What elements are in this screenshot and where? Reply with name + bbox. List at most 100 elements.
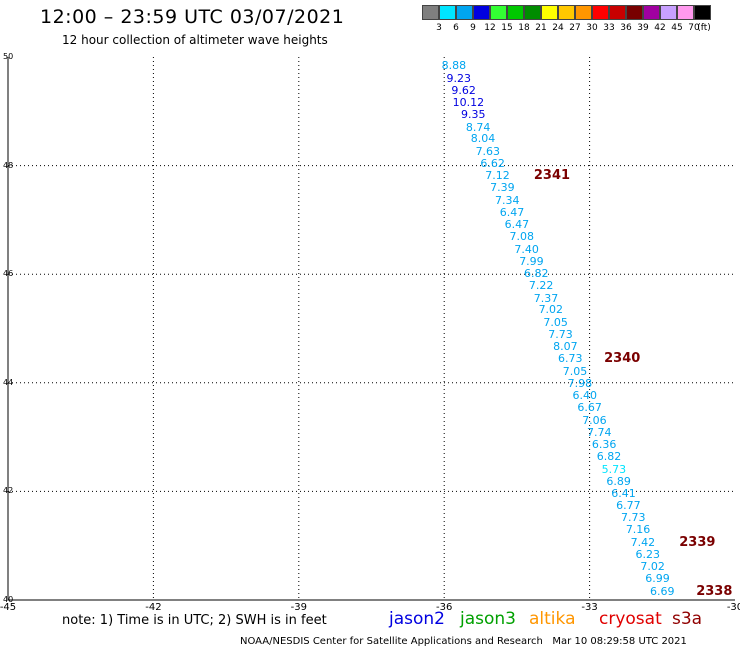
wave-height-label: 7.16	[625, 523, 651, 537]
wave-height-label: 7.42	[630, 535, 656, 549]
wave-height-label: 10.12	[452, 96, 485, 110]
legend-swatch	[660, 5, 677, 20]
legend-label: 30	[586, 23, 598, 33]
wave-height-label: 6.69	[650, 584, 675, 598]
footer-credit: NOAA/NESDIS Center for Satellite Applica…	[240, 636, 687, 647]
legend-label: 9	[470, 23, 476, 33]
wave-height-label: 6.36	[591, 438, 617, 452]
wave-height-label: 7.22	[528, 279, 554, 293]
satellite-name: cryosat	[599, 609, 662, 629]
lat-tick-label: 46	[3, 269, 14, 279]
legend-label: 45	[671, 23, 683, 33]
legend-swatch	[490, 5, 507, 20]
pass-number-label: 2339	[679, 534, 716, 550]
wave-height-label: 7.34	[494, 193, 520, 207]
legend-label: 3	[436, 23, 442, 33]
legend-swatch	[456, 5, 473, 20]
legend-swatch	[643, 5, 660, 20]
lat-tick-label: 50	[3, 52, 14, 61]
wave-height-label: 6.47	[499, 205, 525, 219]
legend-swatch	[439, 5, 456, 20]
wave-height-label: 7.39	[490, 181, 515, 195]
wave-height-label: 7.02	[640, 560, 665, 574]
wave-height-label: 9.62	[451, 83, 476, 97]
wave-height-label: 6.77	[616, 498, 641, 512]
wave-height-label: 7.73	[548, 327, 573, 341]
map-title: 12:00 – 23:59 UTC 03/07/2021	[40, 6, 345, 28]
legend-label: 18	[518, 23, 530, 33]
wave-height-label: 7.08	[509, 230, 534, 244]
legend-swatch	[592, 5, 609, 20]
wave-height-label: 8.88	[441, 59, 467, 73]
wave-height-label: 7.99	[519, 254, 544, 268]
wave-height-label: 8.04	[470, 132, 496, 146]
wave-height-label: 6.41	[611, 487, 636, 501]
wave-height-label: 6.82	[596, 450, 622, 464]
wave-height-label: 8.07	[553, 340, 578, 354]
legend-label: 70	[688, 23, 700, 33]
legend-swatch	[694, 5, 711, 20]
wave-height-label: 6.67	[577, 401, 602, 415]
legend-swatch	[524, 5, 541, 20]
wave-height-label: 6.89	[606, 474, 631, 488]
legend-swatch	[422, 5, 439, 20]
legend-label: 15	[501, 23, 513, 33]
wave-height-label: 7.06	[582, 413, 607, 427]
wave-height-label: 6.73	[557, 352, 583, 366]
legend-label: 42	[654, 23, 666, 33]
wave-height-label: 9.35	[461, 108, 486, 121]
wave-height-label: 7.73	[620, 511, 646, 525]
wave-height-label: 8.74	[465, 120, 491, 134]
pass-number-label: 2341	[533, 168, 571, 184]
wave-height-label: 7.40	[514, 242, 539, 256]
satellite-name: jason2	[389, 609, 445, 629]
pass-number-label: 2340	[604, 351, 641, 367]
legend-swatch	[575, 5, 592, 20]
pass-number-label: 2338	[696, 583, 733, 599]
wave-height-label: 7.74	[587, 425, 612, 439]
legend-label: 21	[535, 23, 547, 33]
wave-height-label: 7.12	[485, 169, 510, 183]
legend-swatch	[558, 5, 575, 20]
footer-note: note: 1) Time is in UTC; 2) SWH is in fe…	[62, 613, 327, 628]
legend-swatch	[626, 5, 643, 20]
legend-label: 27	[569, 23, 581, 33]
wave-height-label: 7.63	[475, 144, 501, 158]
wave-height-label: 7.05	[562, 364, 588, 378]
map-subtitle: 12 hour collection of altimeter wave hei…	[62, 33, 328, 47]
lon-tick-label: -45	[0, 602, 17, 613]
wave-height-label: 7.98	[567, 376, 593, 390]
lat-tick-label: 40	[3, 595, 14, 604]
wave-height-label: 6.23	[635, 547, 661, 561]
legend-label: 6	[453, 23, 459, 33]
wave-height-label: 6.47	[504, 218, 530, 232]
wave-height-label: 5.73	[601, 462, 627, 476]
credit-agency: NOAA/NESDIS Center for Satellite Applica…	[240, 636, 543, 647]
legend-label: 33	[603, 23, 615, 33]
legend-unit: (ft)	[697, 23, 711, 33]
satellite-name: s3a	[672, 609, 703, 629]
wave-height-label: 6.62	[480, 156, 505, 170]
legend-label: 39	[637, 23, 649, 33]
legend-label: 36	[620, 23, 632, 33]
lat-tick-label: 44	[3, 377, 14, 387]
wave-height-label: 9.23	[446, 71, 471, 85]
lon-tick-label: -42	[145, 602, 162, 613]
legend-label: 24	[552, 23, 564, 33]
lat-tick-label: 48	[3, 160, 14, 170]
wave-height-label: 7.37	[533, 291, 559, 305]
wave-height-label: 6.40	[572, 389, 598, 403]
lon-tick-label: -36	[436, 602, 453, 613]
lat-tick-label: 42	[3, 486, 14, 496]
wave-height-label: 6.99	[645, 572, 670, 586]
legend-swatch	[473, 5, 490, 20]
wave-height-label: 6.82	[524, 267, 549, 281]
legend-swatch	[507, 5, 524, 20]
legend-swatch	[541, 5, 558, 20]
satellite-name: jason3	[460, 609, 516, 629]
satellite-name: altika	[529, 609, 576, 629]
legend-swatch	[609, 5, 626, 20]
legend-label: 12	[484, 23, 496, 33]
